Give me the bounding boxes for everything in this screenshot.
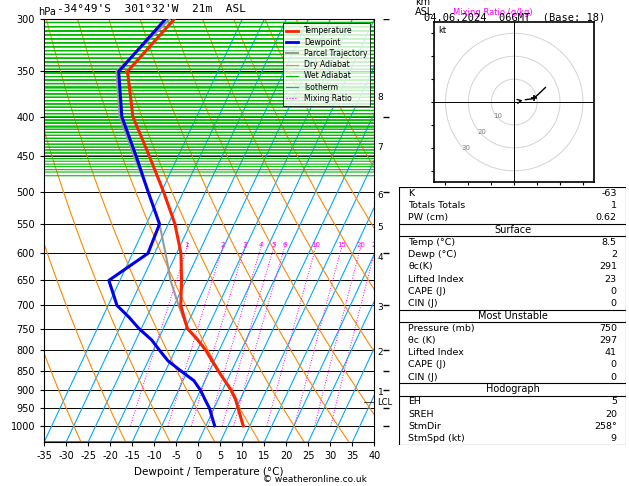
Text: 4: 4 <box>259 242 263 248</box>
Text: 5: 5 <box>272 242 276 248</box>
Text: 1: 1 <box>377 388 383 397</box>
Text: StmDir: StmDir <box>408 422 442 431</box>
Text: SREH: SREH <box>408 410 434 418</box>
Text: Most Unstable: Most Unstable <box>477 311 548 321</box>
Text: 8: 8 <box>377 93 383 102</box>
Text: 1: 1 <box>611 201 617 210</box>
Text: -63: -63 <box>601 189 617 198</box>
Text: 1: 1 <box>185 242 189 248</box>
Text: CAPE (J): CAPE (J) <box>408 361 447 369</box>
Text: Lifted Index: Lifted Index <box>408 348 464 357</box>
Text: 5: 5 <box>611 397 617 406</box>
Text: 4: 4 <box>377 253 383 262</box>
Text: CIN (J): CIN (J) <box>408 299 438 308</box>
Text: CIN (J): CIN (J) <box>408 373 438 382</box>
Text: Totals Totals: Totals Totals <box>408 201 465 210</box>
Text: CAPE (J): CAPE (J) <box>408 287 447 296</box>
Text: 23: 23 <box>604 275 617 284</box>
Text: 3: 3 <box>377 303 383 312</box>
Text: PW (cm): PW (cm) <box>408 213 448 222</box>
Text: 297: 297 <box>599 336 617 345</box>
Text: km
ASL: km ASL <box>415 0 433 17</box>
Text: 6: 6 <box>282 242 287 248</box>
Text: 0: 0 <box>611 287 617 296</box>
Text: kt: kt <box>438 26 447 35</box>
Text: 10: 10 <box>494 113 503 119</box>
Text: 258°: 258° <box>594 422 617 431</box>
Text: Temp (°C): Temp (°C) <box>408 238 455 247</box>
Text: 0: 0 <box>611 299 617 308</box>
Legend: Temperature, Dewpoint, Parcel Trajectory, Dry Adiabat, Wet Adiabat, Isotherm, Mi: Temperature, Dewpoint, Parcel Trajectory… <box>283 23 370 106</box>
Text: 10: 10 <box>311 242 320 248</box>
Text: θᴄ (K): θᴄ (K) <box>408 336 436 345</box>
Text: Mixing Ratio (g/kg): Mixing Ratio (g/kg) <box>453 8 533 17</box>
Text: 7: 7 <box>377 143 383 152</box>
Text: EH: EH <box>408 397 421 406</box>
Text: 5: 5 <box>377 223 383 231</box>
Text: 30: 30 <box>462 145 470 151</box>
Text: K: K <box>408 189 415 198</box>
Text: 15: 15 <box>337 242 346 248</box>
Text: © weatheronline.co.uk: © weatheronline.co.uk <box>262 474 367 484</box>
Text: Pressure (mb): Pressure (mb) <box>408 324 475 332</box>
Text: Lifted Index: Lifted Index <box>408 275 464 284</box>
Text: 25: 25 <box>371 242 380 248</box>
Text: θᴄ(K): θᴄ(K) <box>408 262 433 271</box>
Text: -34°49'S  301°32'W  21m  ASL: -34°49'S 301°32'W 21m ASL <box>57 3 245 14</box>
Text: 20: 20 <box>477 129 487 135</box>
Text: 0: 0 <box>611 361 617 369</box>
Text: 20: 20 <box>356 242 365 248</box>
Text: 3: 3 <box>242 242 247 248</box>
Text: 2: 2 <box>611 250 617 259</box>
X-axis label: Dewpoint / Temperature (°C): Dewpoint / Temperature (°C) <box>135 467 284 477</box>
Text: Dewp (°C): Dewp (°C) <box>408 250 457 259</box>
Text: StmSpd (kt): StmSpd (kt) <box>408 434 465 443</box>
Text: Hodograph: Hodograph <box>486 384 540 395</box>
Text: 41: 41 <box>605 348 617 357</box>
Text: 04.06.2024  06GMT  (Base: 18): 04.06.2024 06GMT (Base: 18) <box>423 12 605 22</box>
Text: hPa: hPa <box>38 7 55 17</box>
Text: 0.62: 0.62 <box>596 213 617 222</box>
Text: 6: 6 <box>377 191 383 200</box>
Text: LCL: LCL <box>377 398 392 406</box>
Text: 2: 2 <box>220 242 225 248</box>
Text: 291: 291 <box>599 262 617 271</box>
Text: 750: 750 <box>599 324 617 332</box>
Text: 20: 20 <box>605 410 617 418</box>
Text: Surface: Surface <box>494 225 532 235</box>
Text: 2: 2 <box>377 348 383 357</box>
Text: 8.5: 8.5 <box>602 238 617 247</box>
Text: 9: 9 <box>611 434 617 443</box>
Text: 0: 0 <box>611 373 617 382</box>
